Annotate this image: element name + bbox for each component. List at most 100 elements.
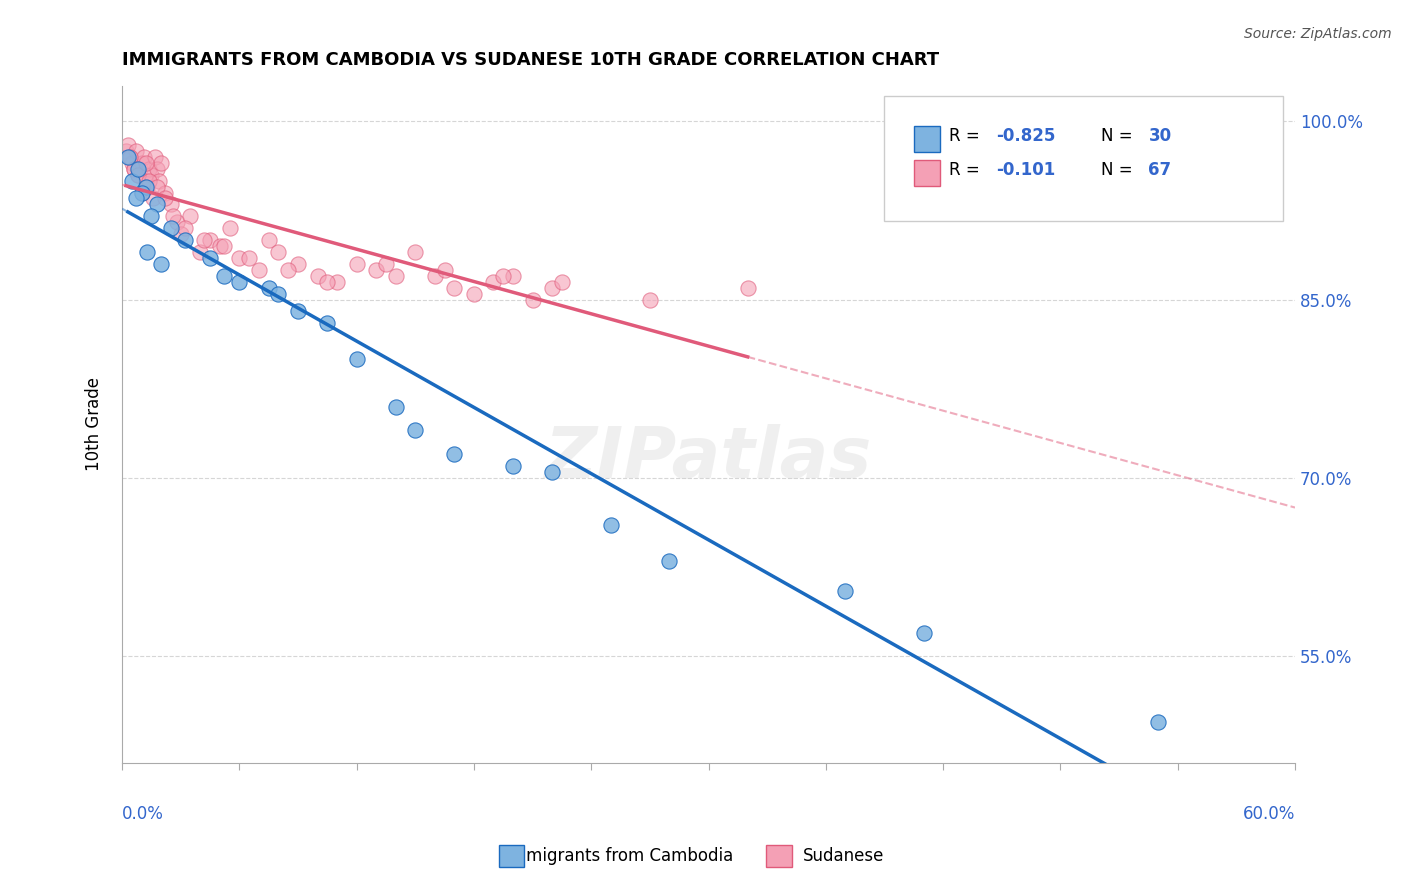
Point: [188, 244, 211, 259]
Text: 0.0%: 0.0%: [122, 805, 165, 823]
Point: [160, 197, 183, 211]
Text: 30: 30: [1149, 128, 1171, 145]
Point: [375, 257, 398, 271]
Point: [131, 186, 153, 200]
Point: [208, 239, 231, 253]
Point: [443, 447, 465, 461]
Point: [834, 583, 856, 598]
Point: [146, 179, 169, 194]
FancyBboxPatch shape: [884, 95, 1284, 221]
Point: [463, 286, 485, 301]
Point: [551, 275, 574, 289]
Point: [247, 262, 270, 277]
Point: [238, 251, 260, 265]
Point: [267, 244, 290, 259]
Point: [166, 215, 188, 229]
Point: [162, 210, 184, 224]
Point: [502, 268, 524, 283]
Text: IMMIGRANTS FROM CAMBODIA VS SUDANESE 10TH GRADE CORRELATION CHART: IMMIGRANTS FROM CAMBODIA VS SUDANESE 10T…: [122, 51, 939, 69]
Point: [658, 554, 681, 568]
Point: [307, 268, 329, 283]
Point: [153, 186, 176, 200]
Point: [134, 179, 156, 194]
Point: [522, 293, 544, 307]
Point: [121, 156, 143, 170]
Point: [384, 268, 406, 283]
Point: [136, 244, 159, 259]
Point: [316, 316, 339, 330]
Text: 67: 67: [1149, 161, 1171, 179]
Point: [267, 286, 290, 301]
Point: [117, 138, 139, 153]
Point: [198, 251, 221, 265]
Text: R =: R =: [949, 161, 986, 179]
Point: [143, 150, 166, 164]
Point: [173, 233, 195, 247]
Point: [218, 221, 240, 235]
Point: [170, 227, 193, 242]
Point: [131, 156, 153, 170]
Point: [160, 221, 183, 235]
Point: [737, 280, 759, 294]
Point: [287, 257, 309, 271]
Text: Sudanese: Sudanese: [803, 847, 884, 865]
Point: [118, 150, 141, 164]
Bar: [914, 160, 939, 186]
Point: [173, 221, 195, 235]
Point: [384, 400, 406, 414]
Point: [121, 174, 143, 188]
Point: [179, 210, 201, 224]
Point: [146, 161, 169, 176]
Point: [198, 233, 221, 247]
Point: [150, 257, 173, 271]
Point: [134, 174, 156, 188]
Point: [316, 275, 339, 289]
Point: [115, 144, 138, 158]
Point: [132, 150, 155, 164]
Bar: [914, 126, 939, 152]
Point: [127, 168, 149, 182]
Point: [228, 275, 250, 289]
Point: [443, 280, 465, 294]
Point: [127, 161, 149, 176]
Point: [138, 161, 160, 176]
Point: [366, 262, 388, 277]
Point: [599, 518, 621, 533]
Point: [492, 268, 515, 283]
Point: [541, 280, 564, 294]
Point: [638, 293, 661, 307]
Text: 60.0%: 60.0%: [1243, 805, 1295, 823]
Point: [257, 233, 280, 247]
Text: N =: N =: [1101, 161, 1139, 179]
Point: [433, 262, 456, 277]
Point: [541, 465, 564, 479]
Point: [912, 625, 935, 640]
Point: [257, 280, 280, 294]
Point: [404, 423, 426, 437]
Y-axis label: 10th Grade: 10th Grade: [86, 377, 103, 471]
Point: [212, 239, 235, 253]
Point: [125, 192, 148, 206]
Point: [346, 351, 368, 366]
Point: [127, 168, 149, 182]
Point: [502, 458, 524, 473]
Point: [141, 168, 163, 182]
Point: [142, 192, 165, 206]
Point: [134, 156, 156, 170]
Point: [141, 210, 163, 224]
Point: [404, 244, 426, 259]
Point: [1147, 714, 1170, 729]
Point: [122, 161, 145, 176]
Point: [131, 186, 153, 200]
Point: [482, 275, 505, 289]
Text: -0.101: -0.101: [995, 161, 1054, 179]
Text: R =: R =: [949, 128, 986, 145]
Point: [326, 275, 349, 289]
Point: [193, 233, 215, 247]
Point: [118, 150, 141, 164]
Point: [148, 174, 170, 188]
Point: [136, 179, 159, 194]
Point: [277, 262, 299, 277]
Text: -0.825: -0.825: [995, 128, 1056, 145]
Text: ZIPatlas: ZIPatlas: [546, 424, 872, 492]
